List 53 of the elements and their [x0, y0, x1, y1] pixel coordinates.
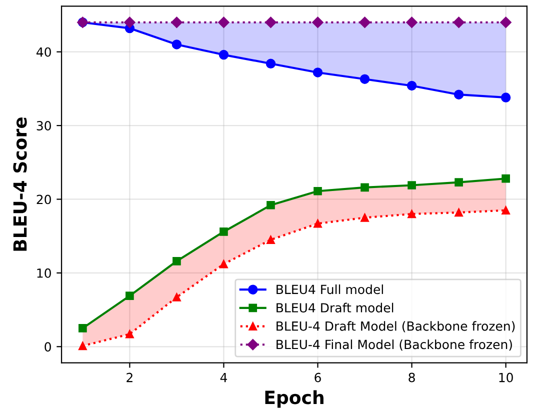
- legend-label: BLEU4 Full model: [276, 284, 383, 294]
- point: [78, 324, 87, 332]
- point: [502, 206, 510, 214]
- point: [172, 40, 182, 50]
- point: [502, 174, 510, 183]
- legend-label: BLEU4 Draft model: [276, 302, 394, 312]
- x-tick-label: 6: [314, 372, 321, 382]
- y-tick-label: 0: [44, 342, 51, 352]
- x-tick-label: 4: [220, 372, 228, 382]
- point: [266, 200, 275, 210]
- point: [171, 16, 182, 28]
- y-tick-label: 10: [37, 268, 51, 278]
- point: [408, 210, 416, 218]
- point: [312, 68, 323, 78]
- point: [454, 178, 463, 186]
- point: [360, 213, 369, 222]
- point: [218, 50, 229, 60]
- legend-label: BLEU-4 Draft Model (Backbone frozen): [276, 321, 515, 332]
- point: [314, 186, 322, 196]
- y-axis-title: BLEU-4 Score: [13, 117, 27, 251]
- point: [124, 16, 136, 28]
- point: [220, 260, 228, 268]
- point: [218, 16, 230, 28]
- point: [126, 330, 134, 338]
- x-axis-title: Epoch: [265, 390, 324, 408]
- point: [78, 342, 87, 350]
- point: [454, 208, 463, 217]
- point: [266, 236, 275, 244]
- point: [408, 181, 416, 190]
- point: [172, 293, 181, 302]
- point: [406, 16, 418, 28]
- point: [265, 16, 276, 28]
- legend-label: BLEU-4 Final Model (Backbone frozen): [276, 340, 512, 351]
- point: [454, 90, 464, 100]
- point: [126, 292, 134, 300]
- point: [314, 219, 322, 228]
- point: [500, 16, 512, 28]
- point: [172, 256, 181, 266]
- point: [220, 228, 228, 236]
- point: [312, 16, 324, 28]
- y-tick-label: 20: [36, 194, 51, 204]
- point: [453, 16, 464, 28]
- point: [359, 16, 370, 28]
- point: [406, 80, 417, 91]
- point: [360, 74, 370, 84]
- y-tick-label: 30: [36, 121, 51, 130]
- x-tick-label: 10: [499, 372, 513, 382]
- point: [360, 183, 369, 192]
- point: [266, 58, 276, 68]
- x-tick-label: 2: [126, 372, 132, 382]
- y-tick-label: 40: [36, 47, 51, 57]
- x-tick-label: 8: [408, 372, 415, 382]
- point: [500, 92, 511, 102]
